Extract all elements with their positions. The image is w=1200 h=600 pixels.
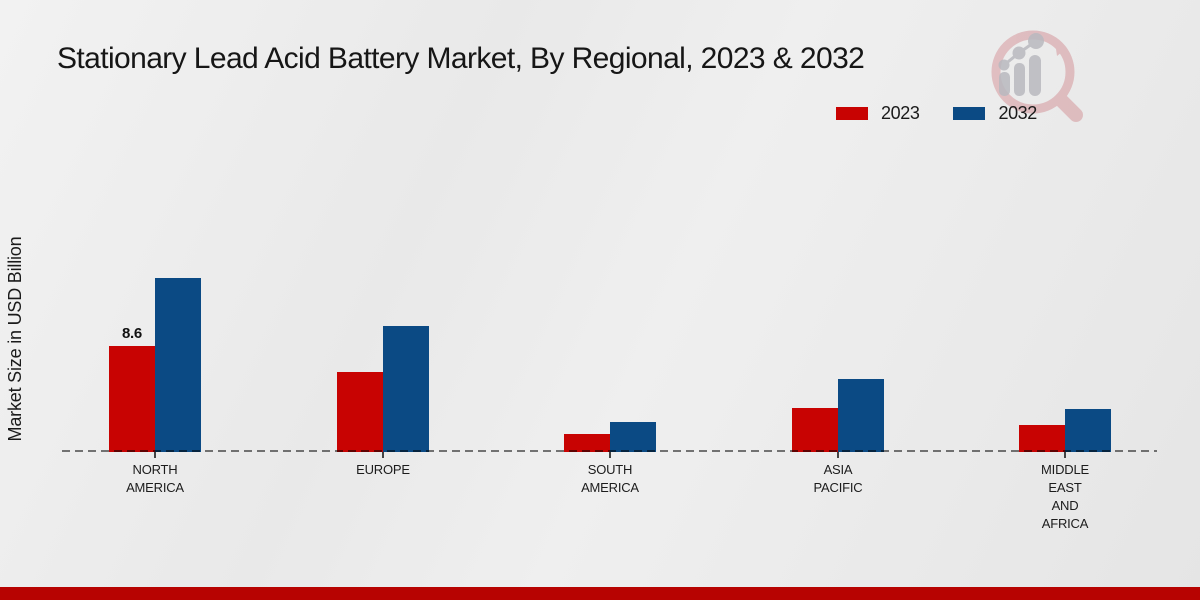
x-tick-asia-pacific	[837, 452, 839, 458]
trend-dot-1	[998, 59, 1010, 71]
chart-bar-small	[999, 72, 1010, 96]
chart-bar-large	[1029, 55, 1041, 96]
magnifier-handle	[1054, 93, 1083, 122]
x-tick-middle-east-and-africa	[1064, 452, 1066, 458]
x-category-label-line: SOUTH	[587, 462, 633, 477]
x-tick-north-america	[154, 452, 156, 458]
legend-label-2032: 2032	[998, 103, 1037, 123]
x-category-label-line: PACIFIC	[813, 480, 863, 495]
x-tick-south-america	[609, 452, 611, 458]
legend-item-2023: 2023	[836, 103, 920, 124]
bar-2023-europe	[337, 372, 383, 452]
legend-label-2023: 2023	[881, 103, 920, 123]
x-category-label-line: AFRICA	[1041, 516, 1089, 531]
x-axis-baseline	[62, 450, 1157, 452]
trend-dot-2	[1012, 46, 1026, 60]
watermark-logo	[983, 26, 1085, 124]
legend-item-2032: 2032	[953, 103, 1037, 124]
trend-arrow	[1055, 42, 1067, 56]
x-tick-europe	[382, 452, 384, 458]
bar-2032-north-america	[155, 278, 201, 452]
value-label-2023-north-america: 8.6	[122, 325, 142, 342]
bar-2023-north-america	[109, 346, 155, 452]
bar-2032-middle-east-and-africa	[1065, 409, 1111, 452]
bar-2032-asia-pacific	[838, 379, 884, 452]
x-category-label-line: AND	[1051, 498, 1079, 513]
chart-bar-medium	[1014, 63, 1025, 96]
bar-2032-south-america	[610, 422, 656, 452]
bar-2023-south-america	[564, 434, 610, 452]
x-category-label-line: MIDDLE	[1041, 462, 1089, 477]
trend-dot-3	[1028, 33, 1044, 49]
footer-accent-bar	[0, 587, 1200, 600]
legend: 2023 2032	[836, 103, 1037, 124]
x-category-label-line: EUROPE	[356, 462, 410, 477]
x-category-label-middle-east-and-africa: MIDDLE EAST AND AFRICA	[995, 461, 1135, 533]
x-category-label-north-america: NORTH AMERICA	[85, 461, 225, 497]
x-category-label-line: ASIA	[823, 462, 853, 477]
legend-swatch-2032	[953, 107, 986, 120]
x-category-label-asia-pacific: ASIA PACIFIC	[768, 461, 908, 497]
x-category-label-south-america: SOUTH AMERICA	[540, 461, 680, 497]
bar-2023-asia-pacific	[792, 408, 838, 452]
x-category-label-line: NORTH	[132, 462, 178, 477]
x-category-label-line: AMERICA	[581, 480, 639, 495]
x-category-label-line: EAST	[1048, 480, 1082, 495]
bar-2023-middle-east-and-africa	[1019, 425, 1065, 452]
chart-title: Stationary Lead Acid Battery Market, By …	[57, 42, 865, 75]
legend-swatch-2023	[836, 107, 868, 120]
bar-2032-europe	[383, 326, 429, 452]
x-category-label-line: AMERICA	[126, 480, 184, 495]
magnifier-growth-chart-icon	[991, 30, 1083, 122]
x-category-label-europe: EUROPE	[313, 461, 453, 479]
